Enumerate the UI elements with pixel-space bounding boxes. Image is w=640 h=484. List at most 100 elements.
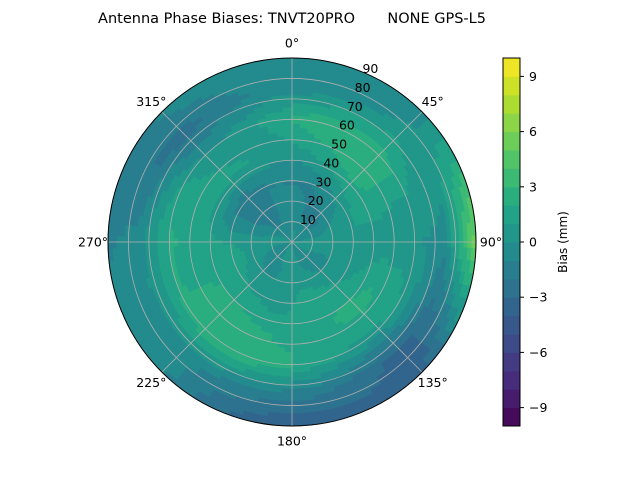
contour-cell [288, 299, 292, 303]
contour-cell [286, 156, 292, 160]
contour-cell [282, 381, 292, 385]
contour-cell [283, 107, 292, 111]
contour-cell [292, 70, 304, 74]
contour-cell [292, 128, 300, 132]
chart-title: Antenna Phase Biases: TNVT20PRO NONE GPS… [98, 11, 486, 27]
contour-cell [282, 377, 292, 381]
contour-cell [288, 189, 292, 193]
contour-cell [279, 62, 292, 67]
contour-cell [281, 389, 292, 393]
contour-cell [292, 328, 298, 332]
contour-cell [292, 319, 298, 323]
contour-cell [292, 107, 301, 111]
colorbar-level [503, 58, 520, 77]
contour-cell [285, 336, 292, 340]
colorbar-level [503, 95, 520, 114]
radial-tick-label: 70 [347, 99, 363, 114]
contour-cell [235, 244, 239, 248]
contour-cell [284, 185, 288, 189]
contour-cell [292, 119, 301, 123]
contour-cell [286, 324, 292, 328]
polar-grid [108, 58, 476, 426]
contour-cell [287, 164, 292, 168]
contour-cell [292, 389, 303, 393]
colorbar-level [503, 352, 520, 371]
contour-cell [286, 160, 292, 164]
contour-cell [283, 119, 292, 123]
colorbar-level [503, 187, 520, 206]
contour-cell [292, 417, 305, 422]
contour-cell [292, 287, 295, 291]
angular-tick-label: 0° [285, 36, 299, 51]
contour-cell [292, 168, 297, 172]
contour-cell [218, 244, 222, 249]
contour-cell [292, 283, 295, 287]
contour-cell [292, 336, 299, 340]
radial-tick-label: 30 [316, 174, 332, 189]
contour-cell [292, 413, 304, 418]
contour-cell [214, 245, 218, 251]
colorbar-level [503, 113, 520, 132]
contour-cell [283, 373, 292, 377]
colorbar-level [503, 334, 520, 353]
contour-cell [223, 235, 227, 240]
contour-cell [285, 144, 292, 148]
contour-cell [281, 397, 292, 401]
angular-tick-label: 315° [136, 94, 166, 109]
colorbar-tick-label: −6 [529, 345, 547, 360]
contour-cell [292, 136, 299, 140]
colorbar-tick-label: 3 [529, 179, 537, 194]
colorbar-tick-label: −9 [529, 400, 547, 415]
angular-tick-label: 270° [78, 235, 108, 250]
contour-cell [285, 332, 292, 336]
radial-tick-label: 50 [331, 137, 347, 152]
contour-cell [292, 189, 296, 193]
contour-cell [283, 111, 292, 115]
contour-cell [288, 291, 292, 295]
contour-cell [285, 193, 289, 197]
colorbar-tick-label: 6 [529, 124, 537, 139]
contour-cell [292, 291, 296, 295]
contour-cell [329, 238, 333, 241]
contour-cell [292, 393, 303, 397]
contour-cell [284, 348, 292, 352]
contour-cell [284, 356, 292, 360]
angular-tick-label: 180° [277, 434, 307, 449]
contour-cell [345, 236, 349, 240]
contour-cell [292, 132, 300, 136]
contour-cell [292, 103, 302, 107]
contour-cell [287, 307, 292, 311]
contour-cell [283, 360, 292, 364]
contour-cell [292, 307, 297, 311]
contour-cell [292, 185, 296, 189]
contour-cell [289, 193, 292, 197]
contour-cell [218, 234, 222, 239]
colorbar-label: Bias (mm) [556, 211, 570, 273]
contour-cell [284, 132, 292, 136]
colorbar-level [503, 150, 520, 169]
contour-cell [361, 244, 365, 249]
contour-cell [281, 87, 292, 91]
contour-cell [292, 303, 297, 307]
angular-tick-label: 45° [422, 94, 444, 109]
contour-cell [292, 315, 297, 319]
contour-cell [283, 368, 292, 372]
contour-cell [349, 244, 353, 248]
radial-tick-label: 90 [362, 61, 378, 76]
colorbar-level [503, 168, 520, 187]
contour-cell [296, 295, 300, 299]
contour-cell [292, 397, 303, 401]
contour-cell [295, 291, 299, 295]
contour-cell [292, 332, 299, 336]
contour-cell [292, 311, 297, 315]
contour-cell [287, 177, 292, 181]
contour-cell [292, 295, 296, 299]
colorbar-level [503, 205, 520, 224]
contour-cell [357, 244, 361, 249]
contour-cell [292, 348, 300, 352]
contour-cell [214, 234, 218, 240]
contour-cell [280, 70, 292, 74]
contour-cell [280, 409, 292, 413]
contour-cell [333, 237, 337, 240]
